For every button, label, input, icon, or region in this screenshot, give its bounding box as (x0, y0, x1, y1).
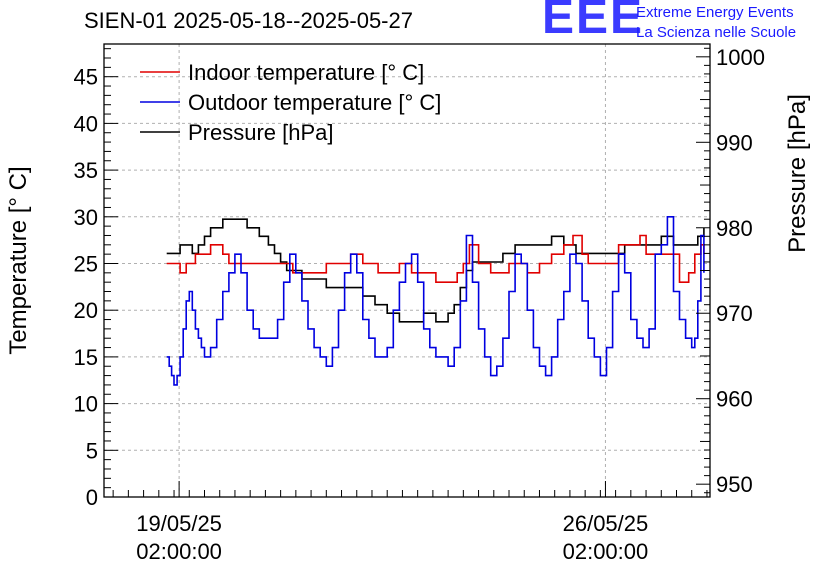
left-tick-label: 25 (74, 251, 98, 276)
x-axis: 19/05/25 02:00:00 26/05/25 02:00:00 (112, 481, 708, 564)
legend-label-pressure: Pressure [hPa] (188, 120, 334, 145)
left-tick-label: 10 (74, 392, 98, 417)
right-tick-label: 970 (716, 301, 753, 326)
right-tick-label: 990 (716, 130, 753, 155)
left-axis: 0 5 10 15 20 25 30 35 40 45 (74, 48, 118, 510)
x-tick-label-time: 02:00:00 (136, 539, 222, 564)
eee-logo-text: Extreme Energy Events La Scienza nelle S… (636, 3, 796, 43)
right-tick-label: 950 (716, 472, 753, 497)
right-axis: 950 960 970 980 990 1000 (696, 45, 765, 497)
right-tick-label: 960 (716, 387, 753, 412)
left-tick-label: 40 (74, 111, 98, 136)
left-tick-label: 35 (74, 158, 98, 183)
left-axis-title: Temperature [° C] (5, 166, 32, 354)
left-tick-label: 0 (86, 485, 98, 510)
series-line-pressure (166, 218, 705, 323)
series-line-outdoor (166, 216, 705, 386)
legend-label-outdoor: Outdoor temperature [° C] (188, 90, 441, 115)
right-tick-label: 1000 (716, 45, 765, 70)
right-axis-title: Pressure [hPa] (784, 94, 811, 253)
series-group (166, 216, 705, 386)
legend: Indoor temperature [° C] Outdoor temperat… (140, 60, 441, 145)
left-tick-label: 15 (74, 345, 98, 370)
eee-logo-mark: EEE (542, 0, 645, 44)
x-tick-label-time: 02:00:00 (563, 539, 649, 564)
left-tick-label: 45 (74, 65, 98, 90)
left-tick-label: 30 (74, 205, 98, 230)
legend-label-indoor: Indoor temperature [° C] (188, 60, 424, 85)
x-tick-label-date: 26/05/25 (563, 511, 649, 536)
right-tick-label: 980 (716, 216, 753, 241)
chart-title: SIEN-01 2025-05-18--2025-05-27 (84, 8, 413, 33)
logo-line-1: Extreme Energy Events (636, 4, 794, 21)
left-tick-label: 5 (86, 438, 98, 463)
logo-line-2: La Scienza nelle Scuole (636, 24, 797, 41)
x-tick-label-date: 19/05/25 (136, 511, 222, 536)
left-tick-label: 20 (74, 298, 98, 323)
